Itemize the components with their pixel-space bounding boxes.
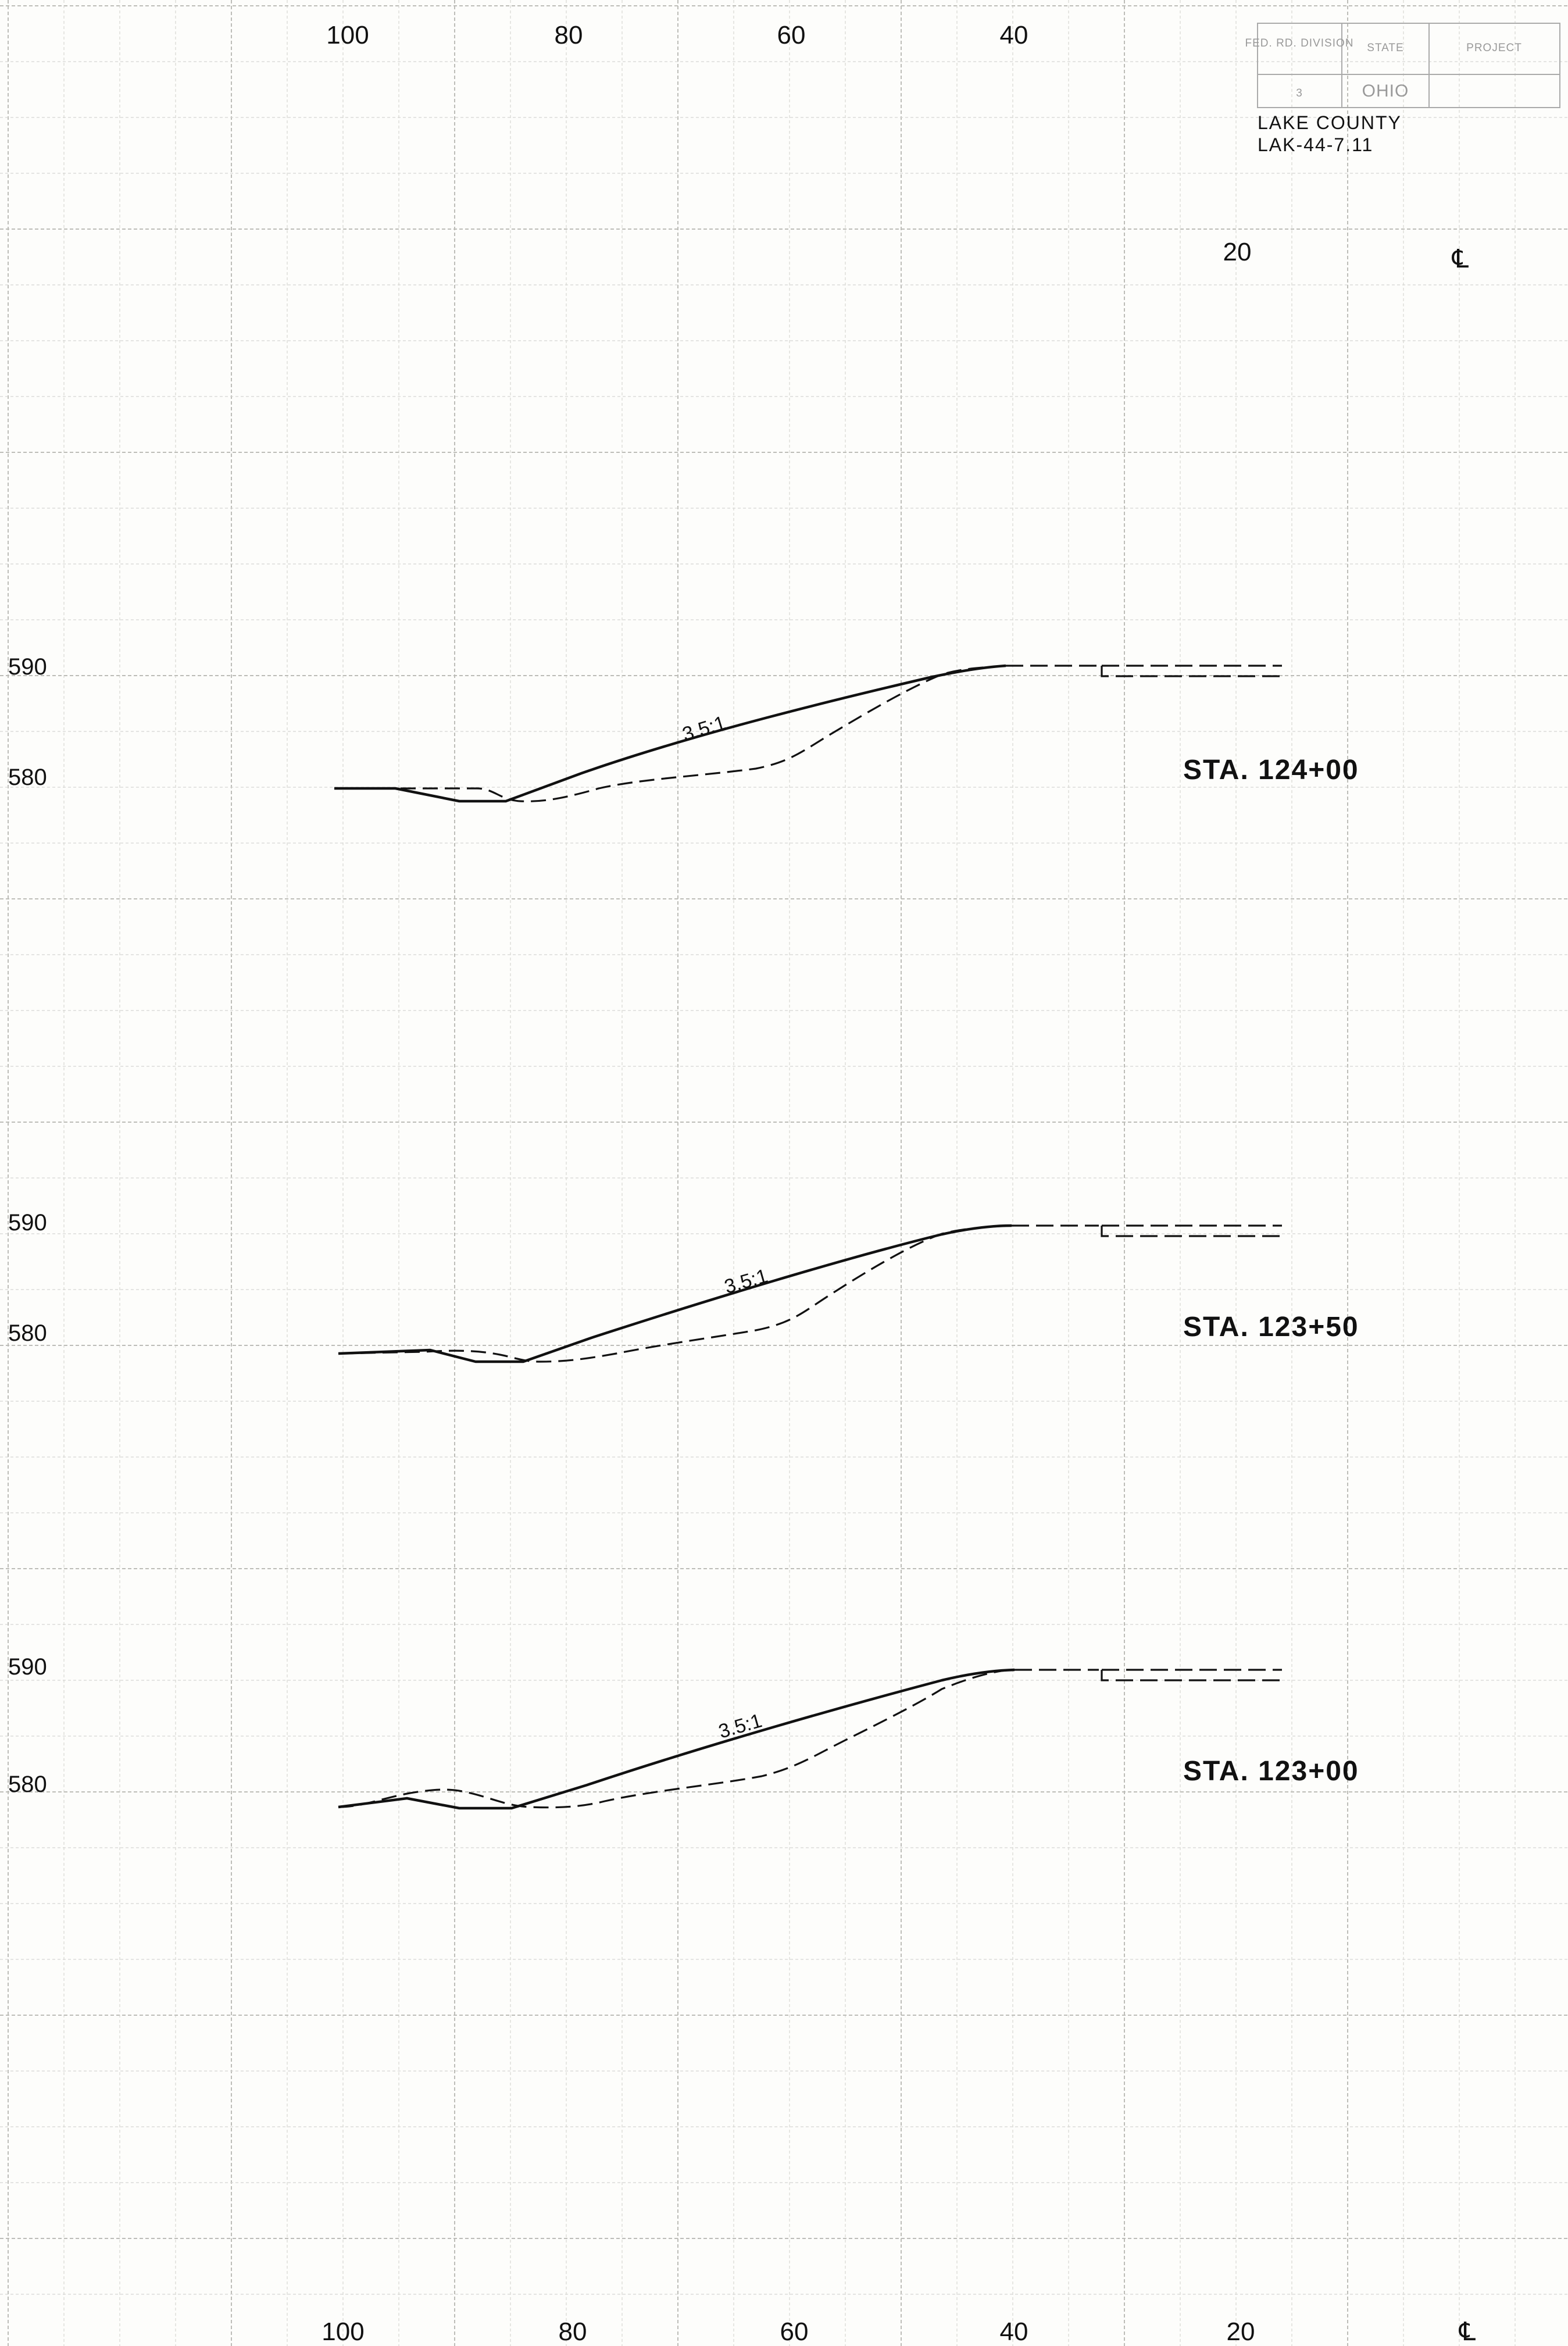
section-3-pavement-lower	[1101, 1670, 1282, 1681]
section-sta-123-00: 590 580 3.5:1 STA. 123+00	[8, 1654, 1359, 1810]
centerline-symbol-top: ℄	[1452, 245, 1469, 273]
section-1-proposed-grade	[334, 664, 1006, 803]
title-block-state-value: OHIO	[1362, 81, 1409, 101]
bottom-axis-label-60: 60	[780, 2318, 809, 2346]
section-2-slope-label: 3.5:1	[722, 1265, 770, 1298]
bottom-axis-label-40: 40	[1000, 2318, 1028, 2346]
title-block-frame	[1257, 23, 1560, 108]
title-block: FED. RD. DIVISION STATE PROJECT 3 OHIO L…	[1245, 23, 1560, 155]
section-3-elevation-590: 590	[8, 1654, 47, 1680]
section-3-elevation-580: 580	[8, 1772, 47, 1797]
route-label: LAK-44-7.11	[1258, 134, 1373, 155]
section-1-elevation-580: 580	[8, 765, 47, 790]
section-1-existing-ground	[334, 665, 1006, 802]
bottom-axis-label-80: 80	[559, 2318, 587, 2346]
title-block-division-value: 3	[1296, 87, 1303, 99]
top-axis-label-80: 80	[555, 21, 583, 49]
section-1-slope-label: 3.5:1	[680, 712, 728, 745]
section-2-existing-ground	[338, 1224, 1012, 1363]
section-1-station-label: STA. 124+00	[1183, 755, 1359, 785]
top-axis-label-100: 100	[326, 21, 369, 49]
section-3-proposed-grade	[338, 1668, 1015, 1810]
section-2-pavement-lower	[1101, 1226, 1282, 1237]
county-label: LAKE COUNTY	[1258, 112, 1402, 133]
bottom-axis: 100 80 60 40 20 ℄	[322, 2318, 1476, 2346]
top-axis-label-60: 60	[777, 21, 806, 49]
section-sta-124-00: 590 580 3.5:1 STA. 124+00	[8, 654, 1359, 803]
second-axis-label-20: 20	[1223, 238, 1252, 266]
section-2-station-label: STA. 123+50	[1183, 1312, 1359, 1342]
section-2-proposed-grade	[338, 1224, 1012, 1363]
section-sta-123-50: 590 580 3.5:1 STA. 123+50	[8, 1210, 1359, 1363]
centerline-symbol-bottom: ℄	[1459, 2318, 1476, 2346]
top-axis-label-40: 40	[1000, 21, 1028, 49]
section-3-existing-ground	[338, 1669, 1015, 1809]
title-block-header-project: PROJECT	[1466, 42, 1522, 54]
bottom-axis-label-20: 20	[1227, 2318, 1255, 2346]
section-1-elevation-590: 590	[8, 654, 47, 680]
section-3-station-label: STA. 123+00	[1183, 1756, 1359, 1787]
section-2-elevation-590: 590	[8, 1210, 47, 1236]
section-2-elevation-580: 580	[8, 1320, 47, 1346]
title-block-header-division: FED. RD. DIVISION	[1245, 37, 1354, 49]
title-block-header-state: STATE	[1367, 42, 1403, 54]
top-axis: 100 80 60 40 20 ℄	[326, 21, 1469, 273]
bottom-axis-label-100: 100	[322, 2318, 364, 2346]
section-1-pavement-lower	[1101, 666, 1282, 677]
